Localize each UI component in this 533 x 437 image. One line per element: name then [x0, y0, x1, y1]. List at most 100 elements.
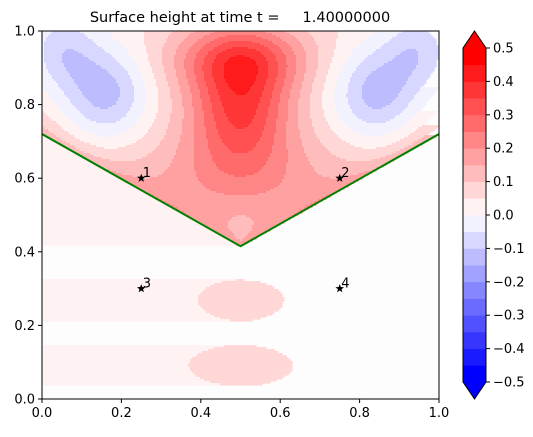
contour-cell [338, 135, 371, 138]
contour-cell [84, 141, 137, 144]
colorbar-band [463, 81, 486, 99]
contour-cell [160, 141, 181, 144]
contour-cell [278, 75, 287, 78]
contour-cell [194, 73, 205, 76]
contour-cell [346, 59, 365, 62]
contour-cell [346, 61, 363, 64]
contour-cell [264, 87, 275, 90]
contour-cell [266, 57, 277, 60]
contour-cell [42, 313, 211, 316]
contour-cell [134, 85, 147, 88]
contour-cell [268, 113, 279, 116]
contour-cell [418, 63, 437, 66]
contour-cell [208, 93, 219, 96]
contour-cell [306, 63, 319, 66]
contour-cell [310, 101, 323, 104]
contour-cell [116, 79, 133, 82]
contour-cell [42, 357, 193, 360]
contour-cell [226, 237, 237, 240]
contour-cell [276, 81, 285, 84]
contour-cell [404, 85, 423, 88]
contour-cell [264, 55, 277, 58]
contour-cell [186, 73, 195, 76]
contour-cell [138, 139, 163, 142]
contour-cell [392, 37, 435, 40]
contour-cell [252, 229, 271, 232]
contour-cell [298, 119, 313, 122]
contour-cell [402, 89, 421, 92]
colorbar-tick-label: 0.3 [493, 108, 514, 123]
contour-cell [302, 145, 325, 148]
contour-cell [136, 61, 151, 64]
contour-cell [172, 161, 195, 164]
contour-cell [192, 101, 203, 104]
contour-cell [214, 61, 227, 64]
contour-cell [54, 133, 71, 136]
contour-cell [42, 213, 185, 216]
contour-cell [230, 121, 253, 124]
contour-cell [194, 131, 207, 134]
contour-cell [42, 57, 45, 60]
contour-cell [266, 121, 277, 124]
contour-cell [280, 99, 289, 102]
contour-cell [132, 57, 149, 60]
contour-cell [194, 151, 211, 154]
contour-cell [252, 225, 277, 228]
contour-cell [42, 347, 215, 350]
contour-cell [236, 215, 247, 218]
contour-cell [320, 139, 343, 142]
contour-cell [306, 59, 319, 62]
contour-cell [170, 97, 183, 100]
contour-cell [364, 171, 373, 174]
contour-cell [178, 145, 195, 148]
contour-cell [390, 119, 411, 122]
colorbar-tick-label: 0.2 [493, 142, 514, 157]
contour-cell [414, 131, 431, 134]
contour-cell [262, 133, 275, 136]
contour-cell [162, 55, 175, 58]
contour-cell [74, 105, 95, 108]
contour-cell [418, 53, 439, 56]
contour-cell [388, 61, 419, 64]
contour-cell [400, 149, 411, 152]
contour-cell [204, 289, 279, 292]
contour-cell [280, 101, 289, 104]
contour-cell [206, 287, 275, 290]
contour-cell [42, 237, 227, 240]
contour-cell [346, 95, 363, 98]
contour-cell [276, 35, 295, 38]
contour-cell [84, 115, 127, 118]
contour-cell [298, 101, 311, 104]
contour-cell [194, 61, 205, 64]
contour-cell [42, 217, 191, 220]
contour-cell [292, 87, 303, 90]
x-tick-label: 0.2 [111, 406, 132, 421]
contour-cell [154, 149, 177, 152]
contour-cell [274, 87, 283, 90]
contour-cell [66, 141, 85, 144]
contour-cell [336, 41, 363, 44]
colorbar-tick-label: 0.5 [493, 42, 514, 57]
contour-cell [390, 39, 437, 42]
contour-cell [196, 75, 205, 78]
contour-cell [210, 97, 221, 100]
contour-cell [334, 51, 353, 54]
contour-cell [324, 109, 337, 112]
contour-cell [194, 129, 207, 132]
contour-cell [212, 111, 225, 114]
contour-cell [222, 281, 261, 284]
contour-cell [212, 103, 223, 106]
contour-cell [188, 49, 201, 52]
contour-cell [42, 175, 117, 178]
contour-cell [46, 39, 93, 42]
contour-cell [42, 209, 177, 212]
contour-cell [282, 39, 299, 42]
contour-cell [146, 101, 159, 104]
contour-cell [256, 49, 271, 52]
contour-cell [194, 145, 209, 148]
contour-cell [122, 173, 163, 176]
contour-cell [232, 47, 249, 50]
contour-cell [170, 121, 183, 124]
contour-cell [234, 233, 249, 236]
contour-cell [42, 297, 199, 300]
